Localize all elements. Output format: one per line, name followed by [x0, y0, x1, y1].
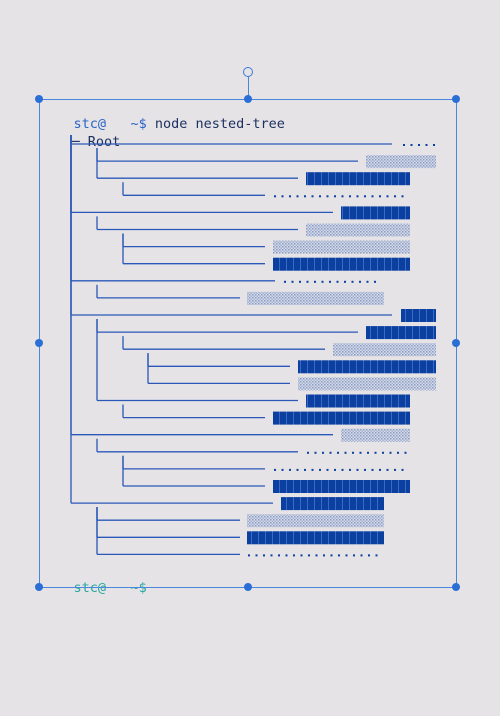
tree-node-bar-solid	[247, 531, 384, 545]
tree-node-bar-dotted	[403, 144, 435, 146]
prompt2-host	[106, 580, 130, 596]
tree-node-bar-solid	[306, 172, 410, 186]
root-label: Root	[87, 134, 121, 150]
tree-node-bar-dotted	[307, 451, 407, 454]
tree-node-bar-dotted	[248, 554, 378, 557]
tree-node-bar-dotted	[274, 195, 404, 198]
prompt2-at: @	[97, 580, 107, 596]
prompt2-user: stc	[73, 580, 98, 596]
prompt-path: ~	[130, 116, 139, 132]
tree-node-bar-dotted	[284, 280, 376, 283]
tree-node-bar-light	[341, 428, 410, 442]
tree-node-bar-light	[366, 155, 436, 169]
resize-handle-bottom-right[interactable]	[452, 583, 460, 591]
tree-node-bar-solid	[366, 326, 436, 340]
resize-handle-top-right[interactable]	[452, 95, 460, 103]
rotate-handle[interactable]	[243, 67, 253, 77]
resize-handle-bottom[interactable]	[244, 583, 252, 591]
tree-node-bar-light	[306, 223, 410, 237]
tree-node-bar-solid	[273, 411, 410, 425]
tree-node-bar-solid	[281, 497, 384, 511]
prompt-user: stc	[73, 116, 98, 132]
rotation-stem	[248, 76, 249, 99]
command-text: node nested-tree	[146, 116, 285, 132]
tree-node-bar-solid	[273, 480, 410, 493]
resize-handle-left[interactable]	[35, 339, 43, 347]
resize-handle-top-left[interactable]	[35, 95, 43, 103]
root-prefix: ─	[71, 134, 80, 150]
tree-bars	[247, 144, 436, 557]
resize-handle-bottom-left[interactable]	[35, 583, 43, 591]
tree-node-bar-solid	[401, 309, 436, 322]
tree-node-bar-light	[247, 514, 384, 528]
tree-node-bar-solid	[306, 394, 410, 408]
tree-node-bar-light	[247, 291, 384, 305]
tree-node-bar-dotted	[274, 468, 404, 471]
prompt-at: @	[97, 116, 107, 132]
prompt2-symbol: $	[138, 580, 147, 596]
prompt-symbol: $	[138, 116, 147, 132]
tree-node-bar-solid	[273, 257, 410, 271]
tree-node-bar-solid	[298, 360, 436, 374]
tree-node-bar-light	[333, 343, 436, 357]
prompt-line-2: stc@ ~$	[41, 564, 147, 612]
tree-node-bar-light	[273, 240, 410, 254]
tree-node-bar-light	[298, 377, 436, 391]
resize-handle-right[interactable]	[452, 339, 460, 347]
tree-node-bar-solid	[341, 206, 410, 220]
command-line: stc@ ~$ node nested-tree	[41, 100, 285, 148]
root-line: ─ Root	[39, 118, 121, 166]
resize-handle-top[interactable]	[244, 95, 252, 103]
tree-branch-lines	[70, 135, 392, 556]
prompt2-path: ~	[130, 580, 139, 596]
